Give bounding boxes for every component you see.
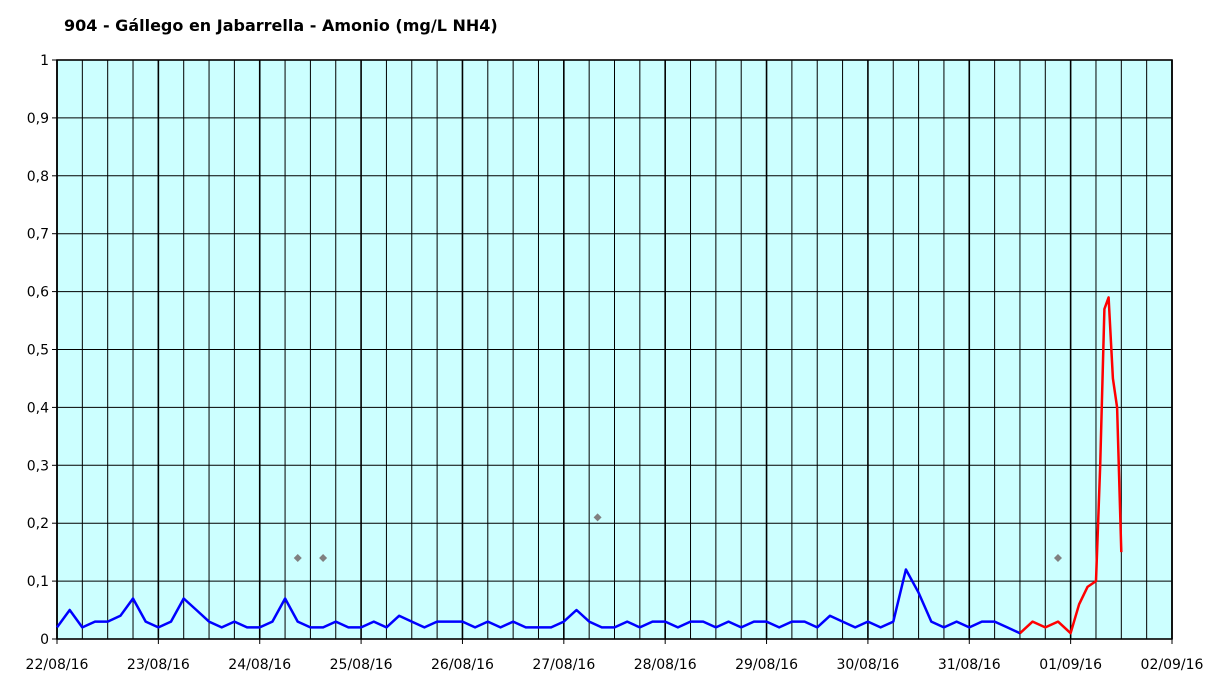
scatter-point [1053,553,1062,562]
y-tick-label: 0,6 [27,285,49,301]
y-tick-label: 0,8 [27,169,49,185]
x-tick-label: 31/08/16 [938,657,1001,673]
series-layer [55,296,1123,635]
x-tick-label: 25/08/16 [330,657,393,673]
scatter-point [593,513,602,522]
series-line-1 [1019,296,1123,635]
y-tick-label: 0,1 [27,574,49,590]
x-tick-label: 02/09/16 [1141,657,1204,673]
x-tick-label: 30/08/16 [836,657,899,673]
y-tick-label: 1 [40,53,49,69]
scatter-point [293,553,302,562]
chart-title: 904 - Gállego en Jabarrella - Amonio (mg… [64,16,498,35]
x-tick-label: 27/08/16 [532,657,595,673]
y-tick-label: 0,2 [27,516,49,532]
x-tick-label: 22/08/16 [26,657,89,673]
y-axis: 0 0,1 0,2 0,3 0,4 0,5 0,6 0,7 0,8 0,9 1 [27,53,57,648]
y-tick-label: 0 [40,632,49,648]
series-line-0 [55,568,1021,635]
y-tick-label: 0,9 [27,111,49,127]
scatter-point [319,553,328,562]
x-tick-label: 23/08/16 [127,657,190,673]
x-tick-label: 24/08/16 [228,657,291,673]
y-tick-label: 0,7 [27,227,49,243]
y-tick-label: 0,3 [27,458,49,474]
x-tick-label: 01/09/16 [1039,657,1102,673]
x-tick-label: 28/08/16 [634,657,697,673]
y-tick-label: 0,5 [27,343,49,359]
x-axis: 22/08/16 23/08/16 24/08/16 25/08/16 26/08/16… [26,639,1204,673]
y-tick-label: 0,4 [27,400,49,416]
x-tick-label: 26/08/16 [431,657,494,673]
x-tick-label: 29/08/16 [735,657,798,673]
